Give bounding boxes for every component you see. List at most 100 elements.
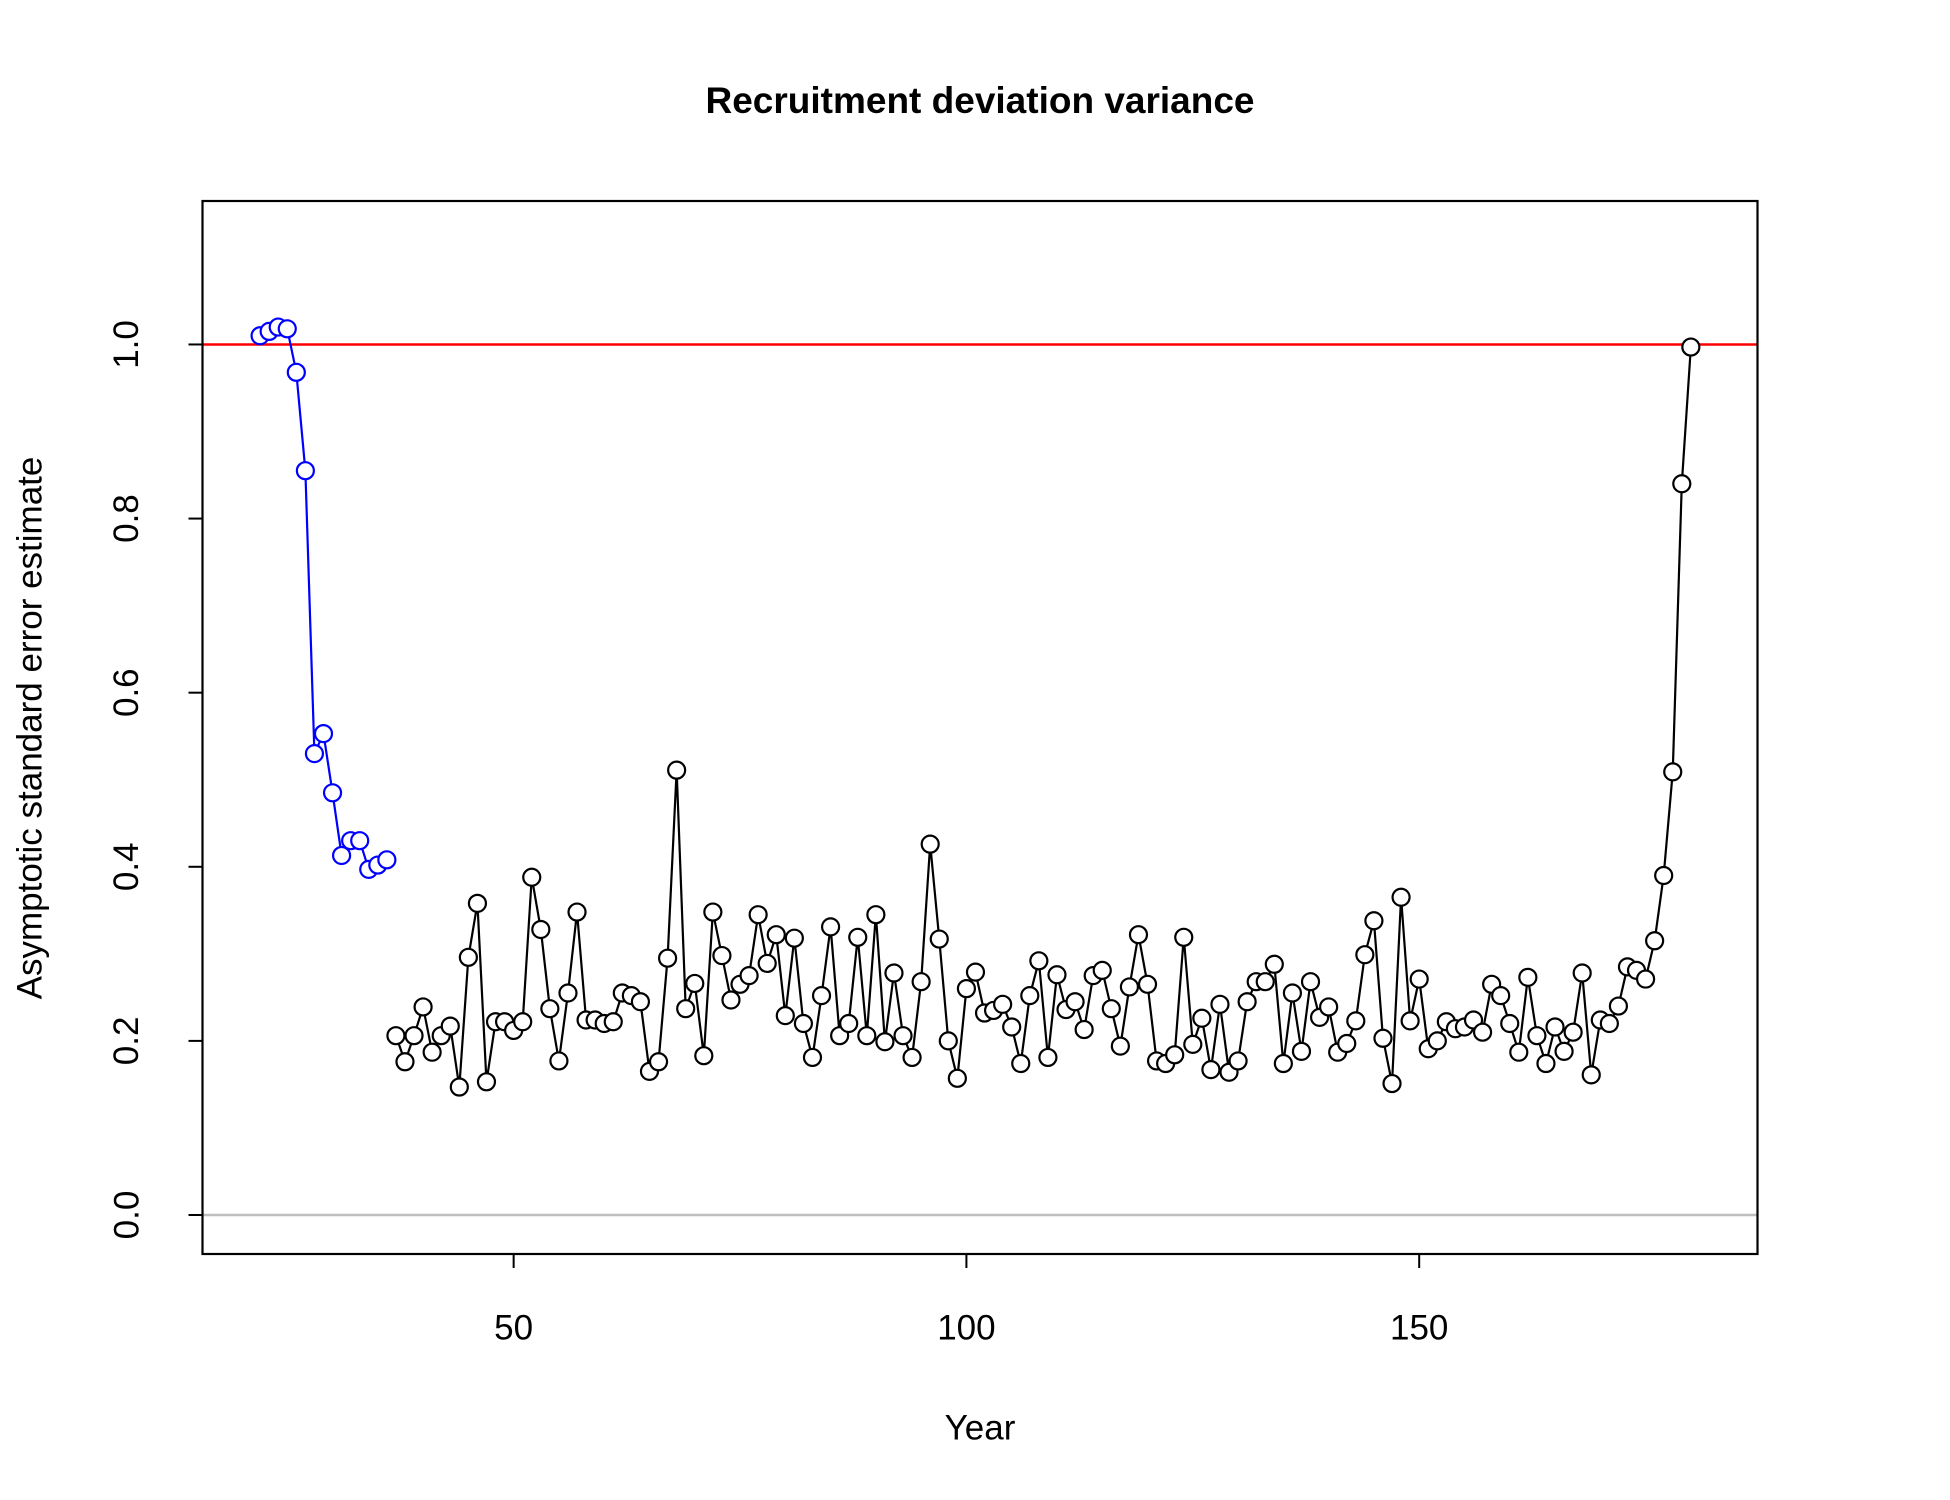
data-point (1174, 927, 1194, 947)
data-point (884, 963, 904, 983)
data-point (1355, 945, 1375, 965)
data-point (1165, 1045, 1185, 1065)
data-point (1029, 951, 1049, 971)
data-point (811, 986, 832, 1006)
data-point (1273, 1053, 1293, 1074)
data-point (648, 1052, 669, 1072)
x-tick-label: 50 (494, 1308, 533, 1347)
data-point (875, 1032, 895, 1052)
data-point (920, 834, 940, 854)
data-point (1074, 1019, 1094, 1040)
data-point (739, 966, 759, 986)
data-point (1300, 972, 1321, 992)
data-point (1599, 1013, 1619, 1034)
data-point (413, 997, 433, 1017)
data-point (1002, 1017, 1022, 1037)
data-point (458, 947, 478, 967)
data-point (748, 905, 768, 925)
data-point (839, 1013, 859, 1034)
data-point (1645, 931, 1665, 951)
data-point (1065, 992, 1085, 1012)
y-tick-label: 0.4 (107, 842, 146, 891)
data-point (630, 992, 651, 1012)
data-point (313, 723, 334, 744)
y-tick-label: 0.8 (107, 494, 146, 543)
data-point (1527, 1026, 1547, 1046)
data-point (1047, 965, 1067, 985)
data-point (1536, 1053, 1556, 1074)
data-point (531, 919, 551, 940)
data-point (1110, 1036, 1130, 1056)
data-point (440, 1016, 460, 1036)
data-point (522, 867, 542, 887)
data-point (1337, 1033, 1357, 1054)
data-point (721, 990, 741, 1010)
data-point (449, 1077, 469, 1097)
data-point (802, 1047, 823, 1068)
data-point (1364, 911, 1384, 931)
data-point (1255, 972, 1275, 992)
data-point (712, 945, 732, 966)
data-point (1563, 1022, 1583, 1042)
data-point (558, 983, 578, 1003)
data-point (322, 783, 343, 803)
data-point (1011, 1053, 1031, 1074)
data-point (1663, 762, 1683, 782)
data-point (404, 1026, 424, 1046)
plot-frame (201, 199, 1759, 1256)
data-point (857, 1026, 877, 1046)
x-tick-label: 150 (1390, 1308, 1448, 1347)
data-point (694, 1046, 714, 1066)
data-point (1183, 1034, 1203, 1054)
data-point (1608, 996, 1629, 1016)
data-point (1210, 994, 1230, 1014)
data-point (1020, 986, 1040, 1006)
data-point (1128, 925, 1149, 945)
data-point (1201, 1060, 1221, 1080)
data-point (386, 1026, 406, 1046)
data-point (1237, 992, 1257, 1012)
data-point (1472, 1022, 1493, 1042)
data-point (395, 1052, 415, 1072)
data-point (1409, 969, 1429, 989)
data-point (1672, 474, 1692, 494)
data-point (1581, 1065, 1601, 1085)
data-point (866, 905, 886, 925)
data-point (1400, 1011, 1420, 1031)
data-point (295, 461, 315, 481)
data-point (1509, 1042, 1529, 1062)
data-point (1391, 887, 1411, 907)
data-point (766, 925, 786, 945)
data-point (1427, 1031, 1447, 1051)
data-point (467, 893, 488, 913)
data-point (848, 927, 868, 947)
data-point (1382, 1073, 1402, 1094)
chart-title: Recruitment deviation variance (705, 80, 1254, 121)
data-point (1635, 969, 1656, 989)
data-point (1282, 983, 1303, 1003)
y-tick-label: 0.0 (107, 1191, 146, 1240)
data-point (540, 999, 560, 1019)
data-point (377, 850, 397, 870)
data-point (775, 1006, 795, 1026)
data-point (1137, 974, 1158, 994)
data-point (820, 917, 841, 937)
data-point (422, 1042, 442, 1062)
data-point (965, 962, 986, 982)
data-point (1119, 977, 1140, 997)
data-point (286, 362, 306, 382)
data-point (1572, 963, 1592, 983)
data-point (1373, 1028, 1393, 1048)
data-point (476, 1072, 497, 1092)
data-point (1654, 865, 1674, 886)
x-tick-label: 100 (937, 1308, 995, 1347)
y-tick-label: 0.6 (107, 668, 146, 717)
data-point (757, 953, 777, 974)
x-axis-label: Year (945, 1408, 1016, 1447)
data-point (1192, 1008, 1212, 1028)
data-point (277, 319, 297, 339)
data-point (1092, 960, 1112, 980)
data-point (784, 928, 804, 948)
